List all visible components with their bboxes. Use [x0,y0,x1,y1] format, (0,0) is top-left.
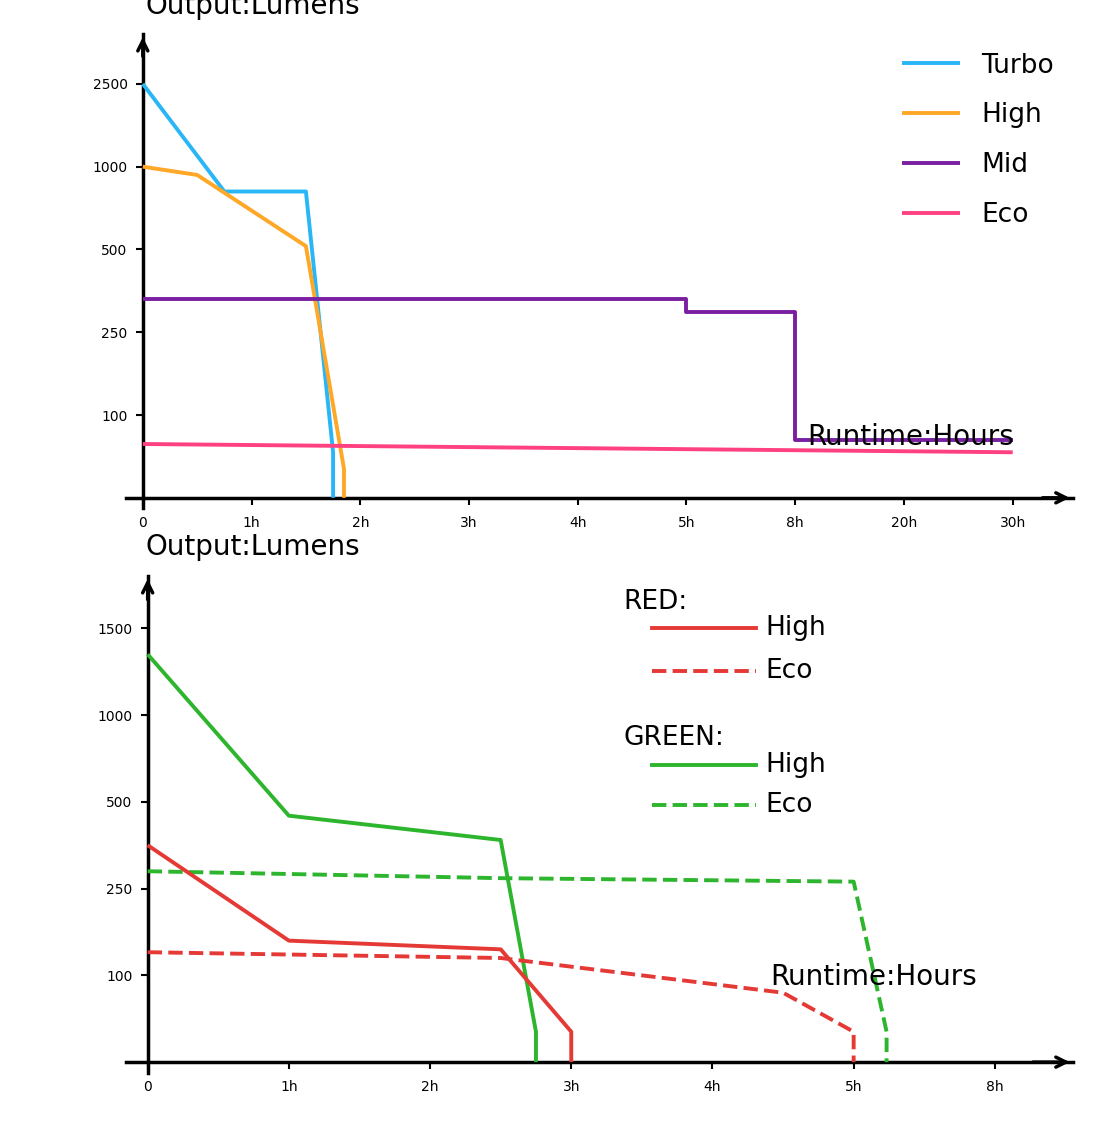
Turbo [218,185,231,199]
Text: Eco: Eco [766,792,813,817]
Text: Runtime:Hours: Runtime:Hours [807,422,1014,451]
Text: High: High [766,615,826,641]
Line: High: High [143,167,344,497]
Text: High: High [766,752,826,778]
High [338,491,351,504]
Line: Turbo: Turbo [143,84,333,497]
Mid [789,434,802,447]
Mid [136,292,150,306]
Turbo [136,78,150,91]
Text: Output:Lumens: Output:Lumens [145,0,360,21]
Turbo [299,185,312,199]
Mid [1006,434,1020,447]
High [299,240,312,253]
Mid [680,306,693,319]
Text: Eco: Eco [766,657,813,683]
High [190,168,204,181]
Mid [680,292,693,306]
Turbo [327,445,340,459]
Line: Mid: Mid [143,299,1013,440]
High [338,462,351,476]
Mid [789,306,802,319]
Text: RED:: RED: [624,589,688,615]
Text: Output:Lumens: Output:Lumens [145,533,360,561]
High [136,160,150,173]
Turbo [327,491,340,504]
Text: Runtime:Hours: Runtime:Hours [770,963,977,992]
Legend: Turbo, High, Mid, Eco: Turbo, High, Mid, Eco [892,42,1065,238]
Text: GREEN:: GREEN: [624,726,724,751]
